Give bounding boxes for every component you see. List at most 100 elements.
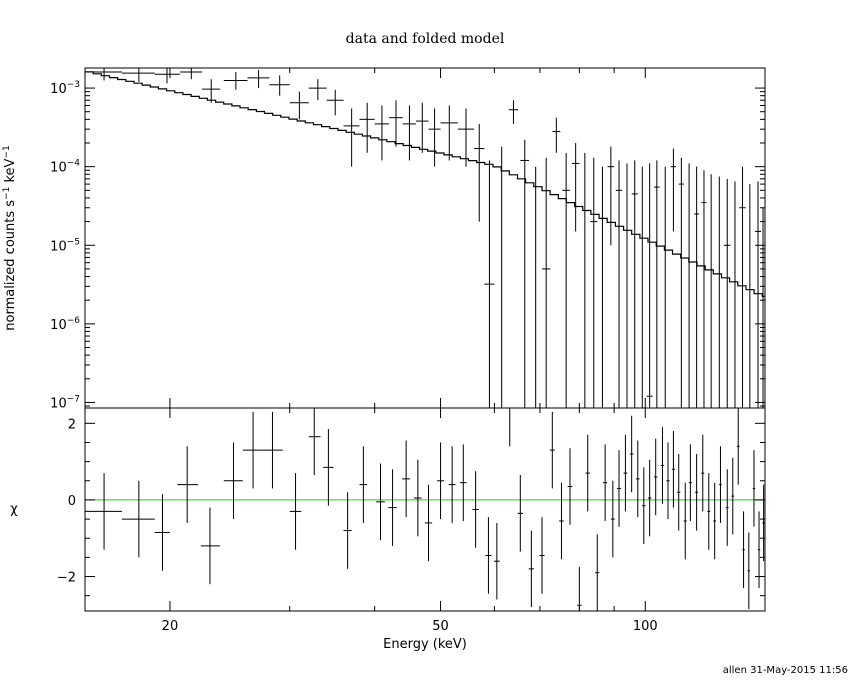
top-panel: 10−310−410−510−610−7 normalized counts s… xyxy=(2,67,766,411)
residual-point xyxy=(635,440,640,518)
top-data-point xyxy=(508,100,519,124)
y-tick-mantissa: 10 xyxy=(50,318,67,333)
top-data-point xyxy=(581,152,589,409)
top-data-point xyxy=(708,174,714,409)
footer-timestamp: allen 31-May-2015 11:56 xyxy=(723,665,848,676)
residual-point xyxy=(323,429,334,506)
y-tick-label: 10−7 xyxy=(50,394,80,411)
top-data-points xyxy=(85,68,765,409)
top-data-point xyxy=(646,163,653,408)
x-axis-label: Energy (keV) xyxy=(383,637,467,652)
top-y-tick-labels: 10−310−410−510−610−7 xyxy=(50,80,80,411)
residual-point xyxy=(436,442,445,520)
top-axis-ticks xyxy=(85,68,765,408)
residual-point xyxy=(701,434,705,512)
residual-point xyxy=(707,473,711,550)
y-tick-label: 10−3 xyxy=(50,80,80,97)
x-tick-label: 20 xyxy=(162,619,179,634)
top-data-point xyxy=(496,146,507,409)
residual-point xyxy=(747,532,751,610)
top-data-point xyxy=(359,102,375,153)
top-data-point xyxy=(484,160,495,408)
residual-point xyxy=(493,522,500,600)
top-data-point xyxy=(694,166,700,408)
residual-point xyxy=(603,444,608,521)
top-data-point xyxy=(598,166,606,409)
residual-point xyxy=(725,469,729,546)
residual-point xyxy=(388,469,397,546)
top-data-point xyxy=(571,143,580,232)
residual-point xyxy=(85,473,122,550)
top-data-point xyxy=(121,68,155,82)
x-tick-label: 100 xyxy=(633,619,658,634)
top-data-point xyxy=(715,176,723,409)
chart-title: data and folded model xyxy=(346,31,505,47)
residual-point xyxy=(660,427,665,504)
y-tick-label: 10−6 xyxy=(50,316,80,333)
residual-point xyxy=(200,507,221,585)
ylabel-unit: keV xyxy=(3,158,18,186)
y-tick-label: 10−4 xyxy=(50,159,80,176)
top-data-point xyxy=(678,157,684,408)
residual-point xyxy=(629,415,634,493)
x-tick-label: 50 xyxy=(432,619,449,634)
residual-point xyxy=(677,453,681,531)
bottom-panel-frame xyxy=(84,407,766,612)
residual-point xyxy=(610,480,615,558)
bottom-panel: 20−2 20 50 100 χ xyxy=(10,407,766,634)
y-tick-mantissa: 10 xyxy=(50,239,67,254)
residual-point xyxy=(671,430,676,508)
residual-point xyxy=(577,566,582,611)
top-data-point xyxy=(552,117,561,153)
y-tick-exponent: −7 xyxy=(67,394,80,404)
residual-point xyxy=(262,411,283,489)
residual-point xyxy=(424,484,433,562)
residual-point xyxy=(459,444,467,521)
top-data-point xyxy=(754,181,762,408)
residual-point xyxy=(242,411,263,489)
top-data-point xyxy=(739,166,746,408)
model-line-group xyxy=(85,71,765,297)
top-data-point xyxy=(590,157,598,408)
folded-model-line xyxy=(85,71,765,297)
y-tick-exponent: −4 xyxy=(67,159,81,169)
residual-point xyxy=(666,442,670,520)
ylabel-sup2: −1 xyxy=(2,145,12,158)
bottom-y-tick-labels: 2 0 −2 xyxy=(57,417,76,585)
residual-point xyxy=(506,407,513,447)
residual-point xyxy=(719,446,722,523)
top-data-point xyxy=(389,100,403,147)
top-data-point xyxy=(662,166,668,409)
residual-point xyxy=(585,434,590,512)
y-tick-label: 2 xyxy=(68,417,76,432)
residual-point xyxy=(567,448,573,525)
top-data-point xyxy=(154,68,181,84)
top-data-point xyxy=(723,178,731,408)
residual-point xyxy=(402,440,411,518)
y-tick-exponent: −6 xyxy=(67,316,81,326)
y-tick-mantissa: 10 xyxy=(50,161,67,176)
top-data-point xyxy=(308,79,327,101)
y-tick-exponent: −3 xyxy=(67,80,80,90)
top-data-point xyxy=(701,170,707,408)
top-y-axis-label: normalized counts s−1 keV−1 xyxy=(2,145,18,330)
top-data-point xyxy=(670,148,677,232)
top-data-point xyxy=(731,181,739,409)
residual-point xyxy=(688,444,692,521)
residual-point xyxy=(448,446,456,523)
residual-point xyxy=(414,459,422,537)
residual-point xyxy=(617,450,621,527)
top-data-point xyxy=(615,160,623,408)
residual-point xyxy=(485,517,492,594)
residual-point xyxy=(359,446,368,523)
top-data-point xyxy=(247,69,270,89)
residual-point xyxy=(742,511,745,589)
ylabel-main: normalized counts s xyxy=(3,200,18,331)
residual-point xyxy=(559,482,564,560)
residual-point xyxy=(376,463,385,541)
x-tick-labels: 20 50 100 xyxy=(162,619,658,634)
top-data-point xyxy=(542,157,551,408)
residual-point xyxy=(472,471,479,548)
residual-point xyxy=(757,511,761,589)
